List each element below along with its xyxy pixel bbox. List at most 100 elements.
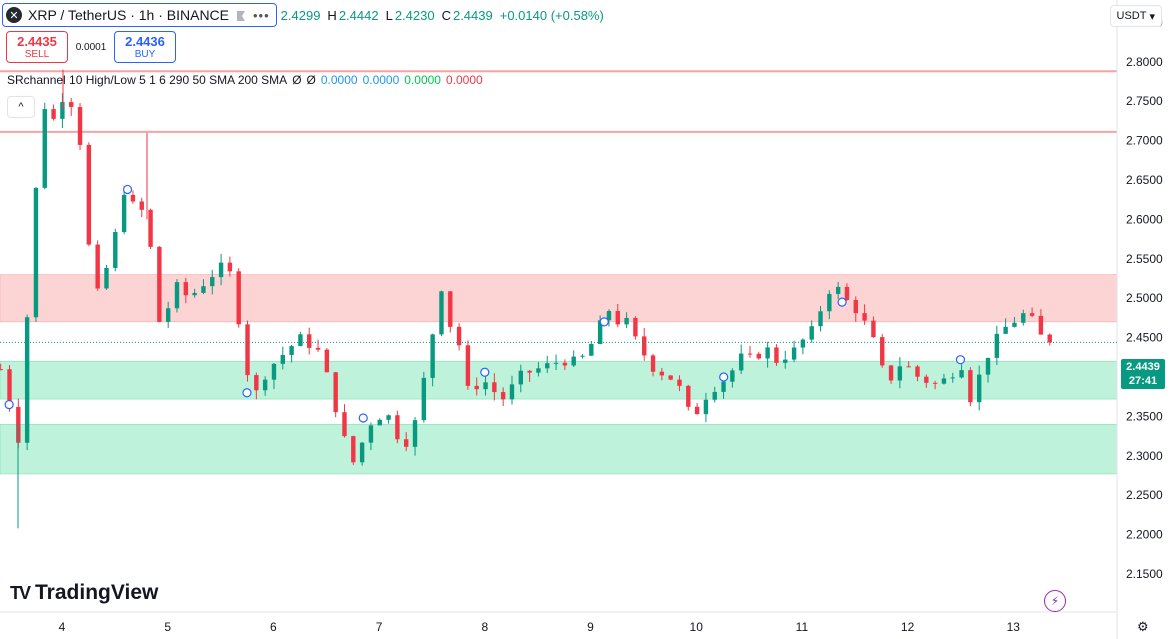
candle-body: [959, 370, 964, 378]
candle-body: [7, 369, 12, 407]
candle-body: [351, 436, 356, 463]
xrp-logo-icon: ✕: [6, 7, 22, 23]
candle-body: [1003, 326, 1008, 334]
candle-body: [862, 313, 867, 321]
price-tick-label-2: 2.2500: [1126, 488, 1163, 502]
candle-body: [562, 362, 568, 366]
candle-body: [324, 349, 330, 373]
candle-body: [642, 336, 647, 356]
candle-body: [897, 366, 903, 381]
price-tick-label-10: 2.6500: [1126, 173, 1163, 187]
candle-body: [509, 384, 515, 400]
candle-body: [536, 368, 541, 373]
candle-body: [686, 385, 691, 407]
time-tick-label-2: 6: [270, 620, 277, 634]
candle-body: [157, 246, 162, 322]
candle-body: [130, 194, 136, 202]
pivot-marker-8: [955, 355, 966, 365]
candle-body: [818, 311, 823, 327]
time-tick-label-4: 8: [481, 620, 488, 634]
time-tick-label-5: 9: [587, 620, 594, 634]
ohlc-close-label: C: [441, 7, 451, 23]
more-dots-icon[interactable]: •••: [253, 7, 270, 23]
buy-price: 2.4436: [125, 34, 165, 49]
candle-body: [721, 381, 726, 392]
candle-body: [659, 371, 665, 376]
candle-body: [844, 286, 850, 300]
candle-body: [192, 292, 197, 296]
candle-body: [218, 262, 224, 278]
price-tick-label-1: 2.2000: [1126, 528, 1163, 542]
settings-gear-icon[interactable]: ⚙: [1137, 619, 1149, 634]
candle-body: [783, 359, 788, 363]
candle-body: [210, 277, 215, 287]
last-price-badge: 2.4439 27:41: [1121, 359, 1165, 389]
symbol-title: XRP / TetherUS · 1h · BINANCE: [28, 7, 229, 23]
indicator-empty-2: Ø: [306, 73, 316, 87]
candle-body: [474, 385, 479, 390]
candle-body: [86, 144, 92, 245]
pivot-marker-0: [4, 399, 14, 410]
candle-body: [236, 271, 241, 325]
candle-body: [977, 374, 982, 403]
candle-body: [483, 382, 488, 390]
candle-body: [280, 354, 285, 364]
candle-body: [968, 370, 973, 403]
candle-body: [747, 353, 753, 355]
pivot-marker-1: [122, 184, 133, 195]
candle-body: [412, 420, 418, 447]
candle-body: [377, 419, 382, 426]
lightning-icon[interactable]: ⚡: [1044, 590, 1066, 612]
candle-body: [227, 262, 233, 272]
candle-body: [615, 311, 620, 325]
candle-body: [756, 353, 762, 359]
candle-body: [791, 347, 797, 360]
candle-body: [553, 362, 559, 364]
collapse-legend-button[interactable]: ^: [7, 96, 35, 118]
buy-button[interactable]: 2.4436 BUY: [114, 31, 176, 63]
tradingview-logo[interactable]: TV TradingView: [10, 581, 158, 605]
candle-body: [765, 347, 770, 359]
candle-body: [518, 370, 524, 385]
price-tick-label-3: 2.3000: [1126, 449, 1163, 463]
spread-value: 0.0001: [75, 41, 107, 53]
candle-body: [33, 187, 39, 318]
sell-button[interactable]: 2.4435 SELL: [6, 31, 68, 63]
candle-body: [60, 102, 65, 119]
indicator-value-3: 0.0000: [404, 73, 441, 87]
sr-zone-1: [0, 360, 1118, 400]
candle-body: [1029, 313, 1035, 316]
price-tick-label-0: 2.1500: [1126, 567, 1163, 581]
candle-body: [571, 356, 576, 366]
tradingview-mark-icon: TV: [10, 582, 31, 603]
candle-body: [827, 293, 832, 312]
indicator-legend[interactable]: SRchannel 10 High/Low 5 1 6 290 50 SMA 2…: [7, 73, 483, 87]
candle-body: [703, 399, 709, 415]
price-tick-label-13: 2.8000: [1126, 55, 1163, 69]
candle-body: [439, 291, 444, 335]
price-tick-label-9: 2.6000: [1126, 212, 1163, 226]
candle-body: [342, 412, 347, 437]
candle-body: [289, 346, 294, 355]
price-tick-label-11: 2.7000: [1126, 134, 1163, 148]
ohlc-high-value: 2.4442: [338, 7, 379, 23]
candle-body: [906, 366, 911, 368]
candle-body: [51, 109, 56, 119]
ohlc-low-value: 2.4230: [394, 7, 435, 23]
candle-body: [606, 311, 612, 321]
candle-body: [368, 425, 374, 443]
candle-body: [880, 337, 885, 366]
currency-selector[interactable]: USDT ▾: [1109, 5, 1162, 27]
chart-header: ✕ XRP / TetherUS · 1h · BINANCE ••• 2.42…: [2, 3, 609, 27]
chevron-down-icon: ▾: [1149, 10, 1155, 23]
pivot-marker-2: [242, 388, 252, 398]
candle-body: [985, 357, 991, 375]
candle-body: [421, 377, 427, 421]
candle-body: [853, 299, 858, 314]
flag-icon[interactable]: [235, 9, 247, 21]
symbol-selector[interactable]: ✕ XRP / TetherUS · 1h · BINANCE •••: [2, 3, 277, 27]
candle-body: [492, 382, 497, 393]
candle-countdown: 27:41: [1128, 375, 1158, 387]
indicator-value-1: 0.0000: [320, 73, 358, 87]
